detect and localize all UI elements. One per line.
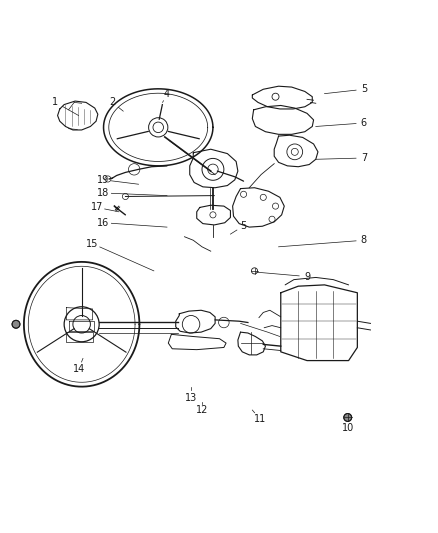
Text: 7: 7 xyxy=(360,153,366,163)
Text: 10: 10 xyxy=(341,423,353,433)
Text: 13: 13 xyxy=(184,393,197,403)
Text: 16: 16 xyxy=(97,218,110,228)
Text: 1: 1 xyxy=(52,98,58,107)
Text: 14: 14 xyxy=(72,365,85,374)
Text: 11: 11 xyxy=(253,414,265,424)
Text: 12: 12 xyxy=(195,405,208,415)
Text: 5: 5 xyxy=(360,84,366,94)
Text: 8: 8 xyxy=(360,235,366,245)
Text: 17: 17 xyxy=(91,203,103,213)
Circle shape xyxy=(12,320,20,328)
Text: 2: 2 xyxy=(109,98,115,107)
Text: 19: 19 xyxy=(97,175,110,185)
Circle shape xyxy=(343,414,351,422)
Text: 9: 9 xyxy=(303,272,309,281)
Text: 6: 6 xyxy=(360,118,366,128)
Text: 4: 4 xyxy=(163,88,170,99)
Text: 5: 5 xyxy=(240,221,246,231)
Text: 18: 18 xyxy=(97,188,110,198)
Text: 15: 15 xyxy=(86,239,99,249)
